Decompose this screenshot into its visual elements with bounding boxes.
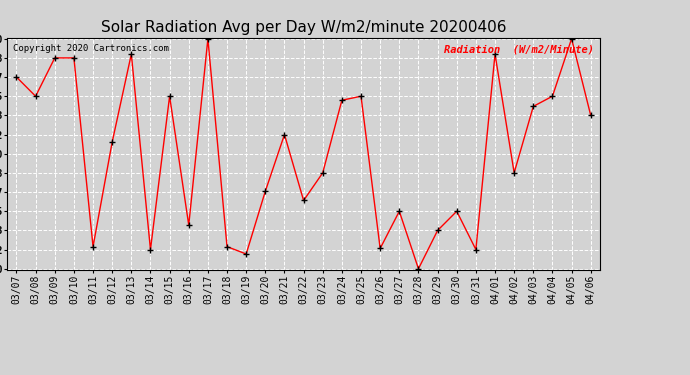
Text: Copyright 2020 Cartronics.com: Copyright 2020 Cartronics.com <box>13 45 169 54</box>
Title: Solar Radiation Avg per Day W/m2/minute 20200406: Solar Radiation Avg per Day W/m2/minute … <box>101 20 506 35</box>
Text: Radiation  (W/m2/Minute): Radiation (W/m2/Minute) <box>444 45 594 54</box>
